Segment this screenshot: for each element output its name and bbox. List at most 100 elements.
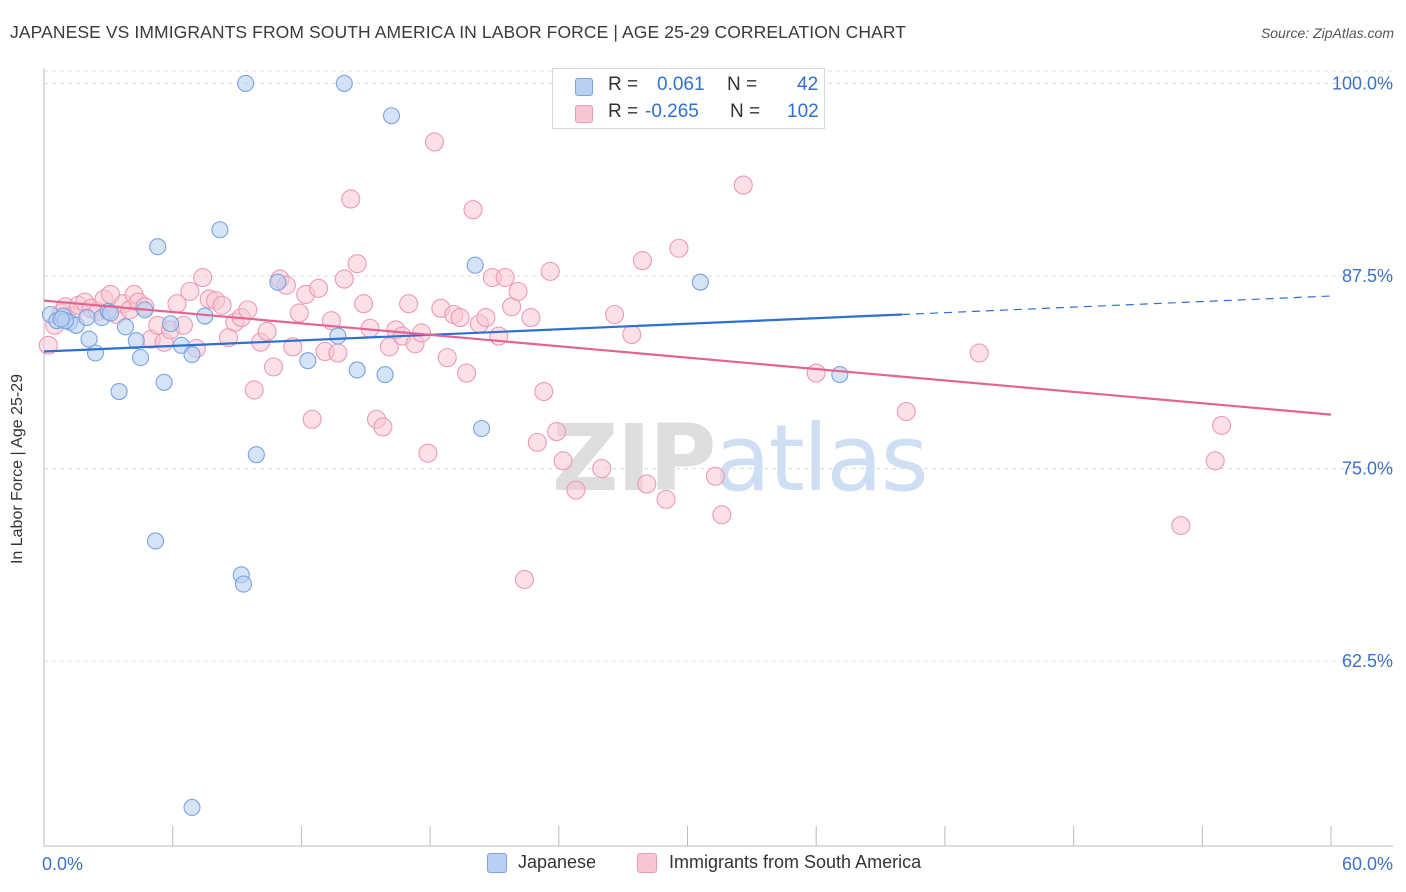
data-point-immigrants	[521, 308, 541, 328]
data-point-immigrants	[592, 459, 612, 479]
data-point-japanese	[211, 221, 229, 239]
data-point-immigrants	[354, 294, 374, 314]
source-label: Source: ZipAtlas.com	[1260, 25, 1394, 41]
data-point-japanese	[329, 327, 347, 345]
data-point-immigrants	[347, 254, 367, 274]
data-point-japanese	[691, 273, 709, 291]
data-point-immigrants	[508, 281, 528, 301]
legend-swatch-japanese	[575, 78, 593, 96]
data-point-immigrants	[450, 308, 470, 328]
bottom-legend-swatch-immigrants	[637, 853, 657, 873]
data-point-japanese	[146, 532, 165, 550]
data-point-japanese	[78, 309, 96, 327]
x-tick-label: 60.0%	[1342, 854, 1393, 874]
legend-n-value: 102	[787, 101, 819, 122]
data-point-japanese	[155, 373, 173, 391]
legend-r-key: R =	[608, 74, 639, 95]
data-point-immigrants	[257, 321, 277, 341]
data-point-immigrants	[244, 380, 264, 400]
data-point-immigrants	[238, 300, 258, 320]
data-point-immigrants	[399, 294, 419, 314]
legend-r-value: 0.061	[657, 74, 705, 95]
data-point-japanese	[376, 366, 394, 384]
data-point-immigrants	[632, 251, 653, 271]
data-point-immigrants	[622, 324, 642, 345]
data-point-immigrants	[712, 505, 732, 525]
data-point-japanese	[473, 419, 491, 438]
data-point-immigrants	[495, 267, 515, 288]
data-point-japanese	[348, 361, 366, 379]
data-point-immigrants	[328, 343, 348, 363]
y-tick-label: 75.0%	[1342, 459, 1393, 479]
data-point-japanese	[80, 330, 98, 348]
legend-n-value: 42	[797, 74, 819, 95]
data-point-immigrants	[669, 238, 689, 258]
legend-swatch-immigrants	[575, 105, 593, 123]
y-tick-label: 62.5%	[1342, 651, 1393, 671]
data-point-japanese	[52, 310, 70, 328]
data-point-immigrants	[656, 489, 676, 509]
trend-line-immigrants	[43, 299, 1332, 416]
data-point-immigrants	[733, 175, 753, 195]
data-point-japanese	[247, 446, 265, 464]
data-point-immigrants	[180, 281, 200, 301]
data-point-japanese	[183, 346, 201, 364]
data-point-immigrants	[605, 304, 625, 325]
stats-legend: R = 0.061 N = 42 R = -0.265 N = 102	[552, 68, 825, 129]
data-point-immigrants	[263, 357, 284, 377]
series-immigrants-points	[38, 73, 1232, 590]
legend-r-value: -0.265	[645, 101, 699, 122]
x-tick-label: 0.0%	[42, 854, 83, 874]
data-point-japanese	[831, 366, 849, 384]
data-point-immigrants	[1212, 415, 1232, 435]
data-point-japanese	[466, 256, 484, 274]
data-point-immigrants	[540, 261, 560, 281]
data-point-immigrants	[1205, 451, 1225, 471]
data-point-immigrants	[334, 269, 354, 289]
data-point-japanese	[86, 344, 105, 362]
bottom-legend-label-japanese: Japanese	[518, 852, 597, 872]
data-point-immigrants	[341, 189, 361, 209]
data-point-japanese	[269, 273, 287, 291]
data-point-immigrants	[547, 422, 567, 442]
data-point-immigrants	[418, 443, 438, 463]
y-tick-label: 87.5%	[1342, 266, 1393, 286]
data-point-immigrants	[463, 200, 483, 220]
data-point-japanese	[127, 332, 145, 350]
data-point-immigrants	[283, 337, 303, 357]
data-point-japanese	[116, 318, 135, 336]
data-point-immigrants	[379, 337, 399, 357]
data-point-immigrants	[566, 480, 586, 500]
data-point-immigrants	[534, 381, 554, 402]
trend-line-japanese-extrapolated	[901, 295, 1332, 316]
data-point-immigrants	[1171, 516, 1191, 536]
data-point-immigrants	[553, 451, 573, 471]
data-point-immigrants	[373, 417, 393, 437]
data-point-japanese	[162, 315, 180, 333]
data-point-immigrants	[637, 474, 657, 494]
legend-n-key: N =	[727, 74, 758, 95]
data-point-japanese	[183, 798, 201, 817]
data-point-japanese	[299, 352, 317, 370]
y-tick-label: 100.0%	[1332, 73, 1393, 93]
data-point-immigrants	[969, 343, 989, 363]
trend-line-japanese	[43, 313, 903, 353]
legend-n-key: N =	[730, 101, 761, 122]
data-point-immigrants	[193, 267, 213, 288]
data-point-japanese	[101, 304, 120, 322]
bottom-legend-label-immigrants: Immigrants from South America	[669, 852, 922, 872]
trend-lines	[43, 295, 1332, 416]
tick-labels: 100.0% 87.5% 75.0% 62.5% 0.0% 60.0%	[42, 73, 1393, 874]
data-point-japanese	[110, 382, 128, 401]
data-point-immigrants	[896, 402, 916, 422]
data-point-immigrants	[309, 278, 329, 298]
data-point-japanese	[335, 74, 353, 92]
data-point-immigrants	[457, 363, 477, 383]
axes	[43, 68, 1393, 847]
data-point-immigrants	[705, 466, 725, 486]
series-japanese-points	[41, 74, 849, 817]
bottom-legend-swatch-japanese	[487, 853, 507, 873]
watermark-atlas: atlas	[714, 405, 928, 512]
chart-title: JAPANESE VS IMMIGRANTS FROM SOUTH AMERIC…	[10, 22, 907, 42]
